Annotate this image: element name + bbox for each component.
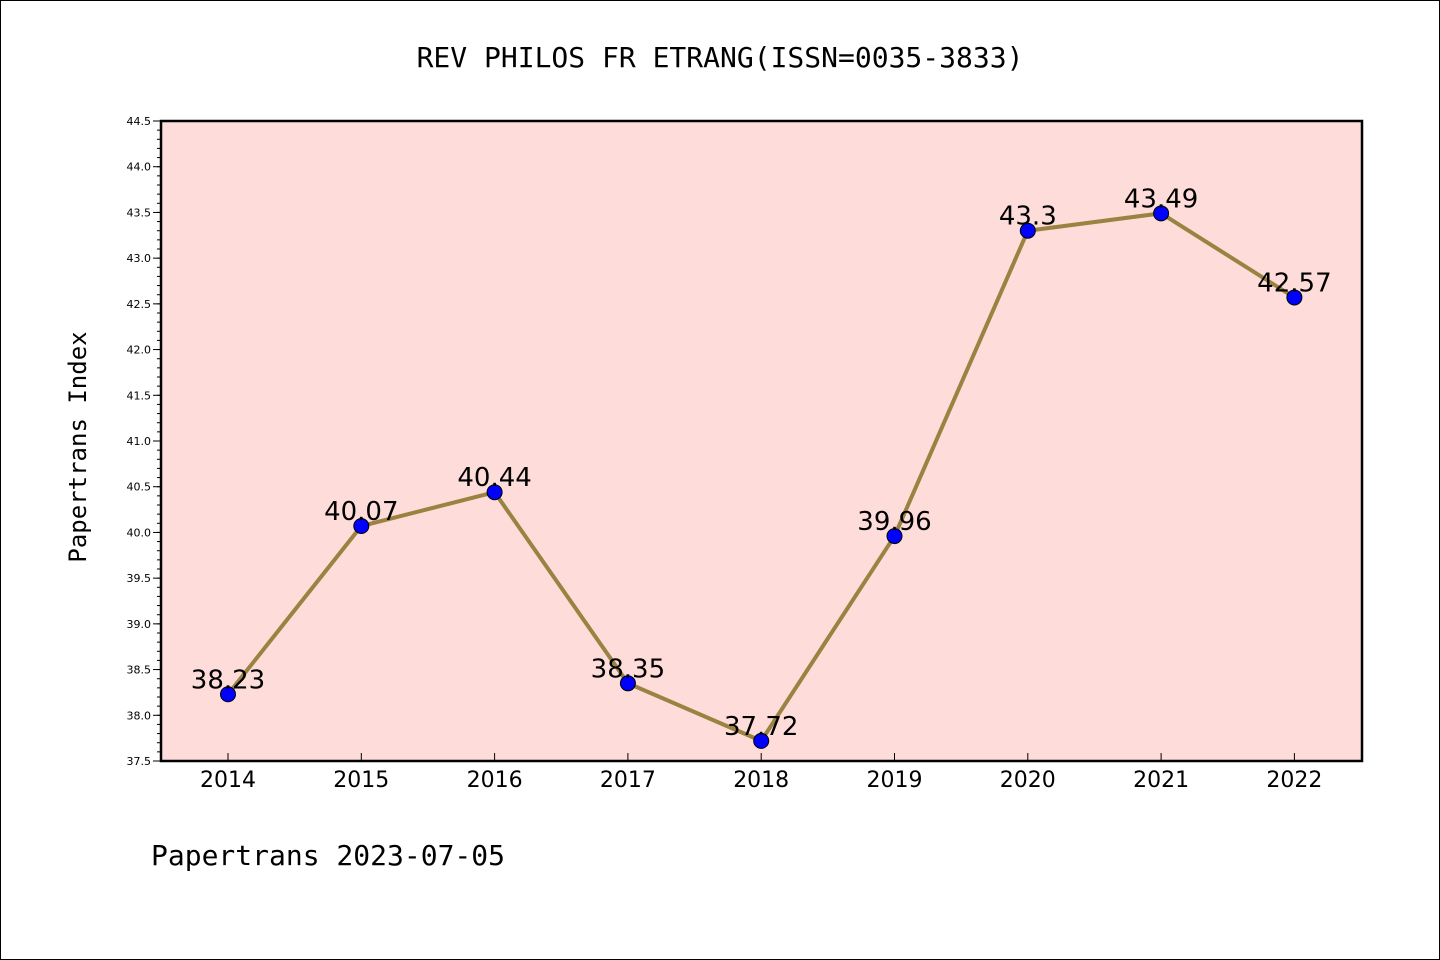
data-label: 40.44	[457, 463, 531, 493]
data-point	[1153, 205, 1170, 222]
y-tick-label: 40.5	[127, 481, 152, 494]
y-tick-label: 43.0	[127, 252, 152, 265]
y-tick-label: 38.0	[127, 709, 152, 722]
x-axis: 2014 2015 2016 2017 2018 2019 2020 2021 2022	[200, 753, 1322, 793]
x-tick-label: 2018	[733, 768, 789, 793]
data-point	[353, 518, 370, 535]
y-tick-label: 42.0	[127, 344, 152, 357]
data-label: 38.35	[591, 654, 665, 684]
y-axis-label: Papertrans Index	[64, 331, 92, 562]
data-labels: 38.23 40.07 40.44 38.35 37.72 39.96 43.3 43.49 4…	[191, 184, 1332, 742]
y-tick-label: 40.0	[127, 526, 152, 539]
chart-title: REV PHILOS FR ETRANG(ISSN=0035-3833)	[417, 41, 1024, 74]
y-tick-label: 44.0	[127, 161, 152, 174]
data-label: 43.3	[999, 202, 1057, 232]
y-tick-label: 41.0	[127, 435, 152, 448]
plot-area	[161, 121, 1362, 761]
data-point	[886, 528, 903, 545]
x-tick-label: 2017	[600, 768, 656, 793]
y-tick-label: 42.5	[127, 298, 152, 311]
x-tick-label: 2016	[467, 768, 523, 793]
data-point	[753, 732, 770, 749]
x-tick-label: 2022	[1266, 768, 1322, 793]
data-point	[1286, 289, 1303, 306]
data-point	[619, 675, 636, 692]
data-label: 39.96	[857, 507, 931, 537]
x-tick-label: 2019	[867, 768, 923, 793]
x-tick-label: 2014	[200, 768, 256, 793]
data-point	[1019, 222, 1036, 239]
x-tick-label: 2015	[333, 768, 389, 793]
y-tick-label: 39.0	[127, 618, 152, 631]
footer-text: Papertrans 2023-07-05	[151, 839, 505, 872]
data-label: 38.23	[191, 665, 265, 695]
y-tick-label: 37.5	[127, 755, 152, 768]
data-label: 40.07	[324, 497, 398, 527]
data-label: 43.49	[1124, 184, 1198, 214]
x-tick-label: 2020	[1000, 768, 1056, 793]
data-points	[220, 205, 1303, 749]
data-label: 37.72	[724, 712, 798, 742]
y-tick-label: 44.5	[127, 115, 152, 128]
y-tick-label: 43.5	[127, 206, 152, 219]
y-axis: 37.5 38.0 38.5 39.0 39.5 40.0 40.5 41.0 41.5 42.0…	[127, 115, 161, 768]
x-tick-label: 2021	[1133, 768, 1189, 793]
data-label: 42.57	[1257, 268, 1331, 298]
y-tick-label: 38.5	[127, 664, 152, 677]
y-tick-label: 41.5	[127, 389, 152, 402]
data-point	[220, 686, 236, 703]
data-point	[486, 484, 503, 501]
y-tick-label: 39.5	[127, 572, 152, 585]
plot-frame	[159, 119, 1364, 763]
